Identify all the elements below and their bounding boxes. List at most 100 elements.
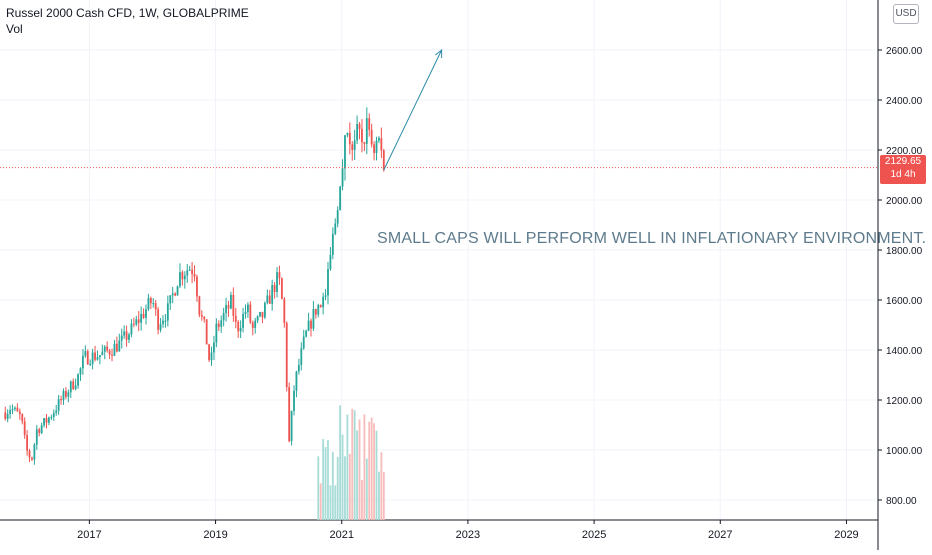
candle-body (327, 269, 329, 296)
candle-body (186, 270, 189, 276)
volume-bar (344, 456, 346, 520)
candle-body (278, 272, 281, 279)
last-price-tag: 2129.65 1d 4h (880, 155, 926, 184)
candle-body (382, 150, 385, 170)
candle-body (113, 343, 116, 356)
candle-body (334, 223, 337, 234)
candle-body (232, 294, 235, 316)
candle-body (169, 295, 172, 304)
candle-body (302, 336, 305, 349)
candle-body (43, 418, 45, 426)
candle-body (142, 313, 145, 318)
candle-body (261, 311, 264, 318)
candle-body (35, 429, 38, 445)
candle-body (339, 186, 342, 211)
candle-body (336, 210, 339, 224)
candle-body (98, 355, 101, 358)
candle-body (111, 354, 113, 356)
volume-bar (353, 410, 356, 520)
candle-body (273, 285, 276, 292)
candle-body (254, 320, 257, 328)
candle-body (210, 352, 213, 361)
candle-body (50, 416, 53, 418)
candle-body (242, 313, 244, 328)
candle-body (378, 138, 380, 141)
candle-body (225, 305, 227, 314)
price-tick-label: 1800.00 (886, 246, 923, 257)
candle-body (18, 411, 21, 415)
candle-body (312, 309, 315, 329)
candle-body (295, 371, 298, 391)
candle-body (307, 320, 310, 331)
candle-body (96, 357, 99, 360)
candle-body (40, 425, 43, 433)
price-tick-label: 1000.00 (886, 446, 923, 457)
candle-body (132, 323, 135, 325)
volume-bar (322, 439, 325, 520)
candle-body (208, 344, 210, 361)
candle-body (341, 168, 344, 187)
candle-body (246, 304, 249, 312)
candle-body (154, 303, 157, 310)
candle-body (256, 316, 259, 321)
candle-body (6, 413, 9, 419)
price-tick-label: 2000.00 (886, 196, 923, 207)
candle-body (370, 129, 373, 145)
candle-body (106, 346, 109, 351)
candle-body (152, 303, 155, 305)
candle-body (55, 410, 58, 413)
candle-body (11, 408, 14, 411)
candle-body (108, 350, 111, 355)
candle-body (14, 407, 16, 409)
candle-body (176, 286, 179, 296)
volume-bar (361, 480, 363, 520)
candle-body (222, 313, 225, 321)
volume-bar (370, 417, 373, 520)
candle-body (57, 399, 60, 411)
candle-body (319, 304, 322, 308)
candle-body (181, 272, 184, 280)
volume-bar (365, 458, 368, 520)
volume-indicator-label[interactable]: Vol (6, 22, 23, 36)
candle-body (188, 269, 191, 271)
volume-bar (319, 483, 322, 520)
time-tick-label: 2027 (708, 529, 732, 541)
volume-bar (339, 405, 342, 520)
candle-body (67, 392, 70, 397)
candle-body (125, 331, 128, 340)
candle-body (115, 343, 118, 352)
candle-body (244, 311, 247, 314)
candle-body (23, 421, 26, 436)
candle-body (62, 391, 65, 401)
candle-body (69, 381, 72, 393)
annotation-text[interactable]: SMALL CAPS WILL PERFORM WELL IN INFLATIO… (377, 230, 927, 247)
candle-body (60, 399, 62, 401)
candle-body (86, 351, 89, 365)
candle-body (293, 390, 295, 411)
candle-body (331, 233, 334, 255)
currency-button[interactable]: USD (893, 4, 919, 24)
candle-body (322, 296, 325, 308)
volume-bar (378, 471, 380, 520)
candle-body (123, 331, 126, 336)
candle-body (237, 321, 240, 332)
candle-body (120, 335, 123, 341)
candle-body (285, 322, 288, 388)
volume-bar (331, 451, 334, 520)
candle-body (363, 142, 366, 144)
candle-body (159, 324, 162, 330)
volume-bar (341, 434, 344, 520)
candle-body (268, 295, 271, 304)
volume-bar (358, 419, 361, 520)
candle-body (368, 118, 371, 130)
candle-body (145, 309, 147, 318)
candle-body (344, 135, 346, 169)
candle-body (21, 414, 24, 422)
candle-body (103, 346, 106, 352)
price-tick-label: 1200.00 (886, 396, 923, 407)
candle-body (324, 295, 327, 297)
time-tick-label: 2023 (456, 529, 480, 541)
candle-body (317, 304, 320, 315)
